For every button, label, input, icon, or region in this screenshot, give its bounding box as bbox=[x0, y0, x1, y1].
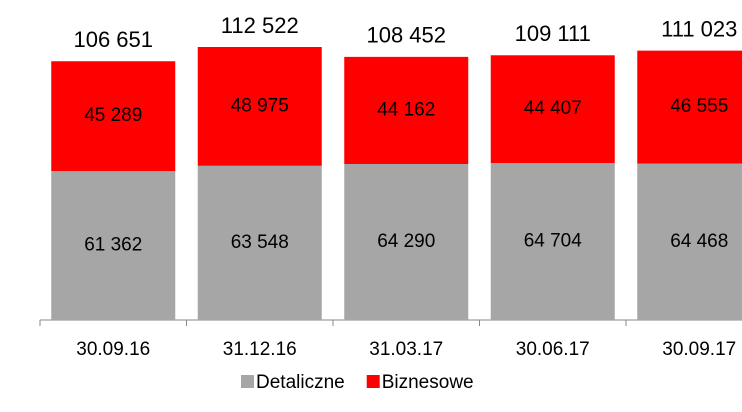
data-label: 44 407 bbox=[524, 98, 582, 119]
data-label: 64 290 bbox=[377, 231, 435, 252]
total-label: 109 111 bbox=[515, 21, 591, 46]
bar-segment bbox=[490, 55, 615, 164]
data-label: 61 362 bbox=[84, 235, 142, 256]
bar-segment bbox=[344, 164, 469, 320]
total-label: 108 452 bbox=[366, 23, 446, 48]
total-label: 111 023 bbox=[661, 16, 737, 41]
data-label: 44 162 bbox=[377, 99, 435, 120]
data-label: 64 704 bbox=[524, 231, 583, 252]
legend-label: Biznesowe bbox=[382, 372, 474, 393]
data-label: 45 289 bbox=[84, 105, 142, 126]
bar-segment bbox=[344, 56, 469, 165]
bar-segment bbox=[197, 165, 322, 320]
legend-swatch bbox=[241, 375, 254, 388]
legend-label: Detaliczne bbox=[256, 372, 345, 393]
data-label: 64 468 bbox=[670, 231, 728, 252]
x-tick-label: 30.09.17 bbox=[662, 339, 736, 360]
bar-segment bbox=[490, 163, 615, 320]
data-label: 63 548 bbox=[231, 232, 289, 253]
x-tick-label: 31.03.17 bbox=[369, 339, 443, 360]
total-label: 106 651 bbox=[73, 27, 153, 52]
legend-swatch bbox=[366, 375, 380, 388]
total-label: 112 522 bbox=[221, 13, 299, 38]
bar-segment bbox=[51, 61, 176, 172]
x-tick-label: 30.06.17 bbox=[516, 339, 590, 360]
x-tick-label: 31.12.16 bbox=[223, 339, 297, 360]
data-label: 48 975 bbox=[231, 95, 289, 116]
bar-segment bbox=[51, 171, 176, 320]
bar-segment bbox=[197, 47, 322, 166]
bar-segment bbox=[637, 50, 742, 164]
x-tick-label: 30.09.16 bbox=[76, 339, 150, 360]
bar-segment bbox=[637, 163, 742, 320]
data-label: 46 555 bbox=[670, 96, 728, 117]
